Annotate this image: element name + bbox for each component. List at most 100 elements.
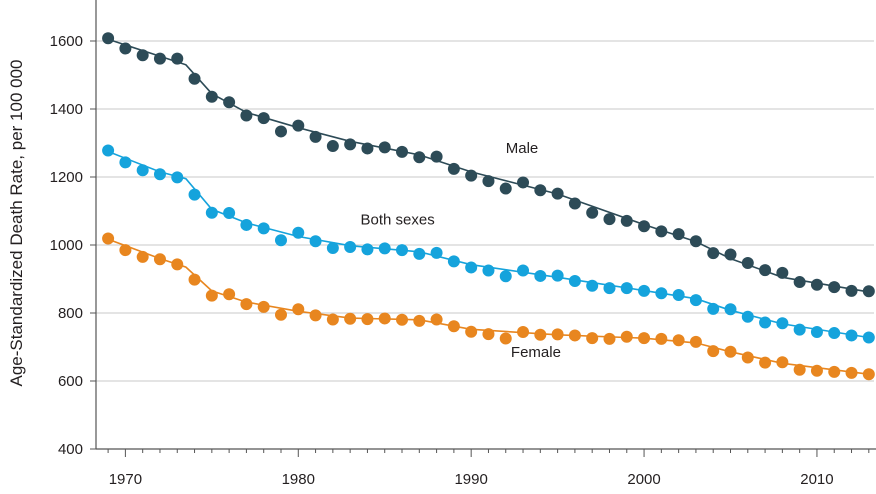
both-sexes-data-point bbox=[396, 244, 409, 257]
both-sexes-data-point bbox=[102, 144, 115, 157]
both-sexes-data-point bbox=[603, 282, 616, 295]
female-data-point bbox=[447, 320, 460, 333]
both-sexes-data-point bbox=[309, 235, 322, 248]
male-data-point bbox=[292, 119, 305, 132]
male-data-point bbox=[620, 214, 633, 227]
female-data-point bbox=[810, 364, 823, 377]
female-data-point bbox=[465, 325, 478, 338]
female-data-point bbox=[344, 312, 357, 325]
gridlines bbox=[96, 40, 874, 382]
trend-lines bbox=[107, 38, 869, 375]
female-data-point bbox=[188, 273, 201, 286]
both-sexes-data-point bbox=[119, 156, 132, 169]
both-sexes-data-point bbox=[672, 288, 685, 301]
female-data-point bbox=[603, 332, 616, 345]
female-data-point bbox=[586, 332, 599, 345]
both-sexes-data-point bbox=[257, 222, 270, 235]
female-data-point bbox=[568, 329, 581, 342]
male-data-point bbox=[153, 52, 166, 65]
both-sexes-data-point bbox=[620, 282, 633, 295]
axes bbox=[90, 0, 876, 457]
both-sexes-data-point bbox=[171, 171, 184, 184]
male-data-point bbox=[413, 151, 426, 164]
male-data-point bbox=[309, 130, 322, 143]
female-data-point bbox=[171, 258, 184, 271]
male-data-point bbox=[638, 220, 651, 233]
x-tick-label: 1980 bbox=[282, 471, 315, 488]
both-sexes-data-point bbox=[551, 269, 564, 282]
male-data-point bbox=[136, 49, 149, 62]
male-data-point bbox=[517, 176, 530, 189]
female-data-point bbox=[689, 335, 702, 348]
both-sexes-data-point bbox=[223, 207, 236, 220]
y-tick-label: 1000 bbox=[50, 237, 83, 254]
series-label-both-sexes: Both sexes bbox=[361, 212, 435, 229]
female-data-point bbox=[326, 313, 339, 326]
y-axis-label: Age-Standardized Death Rate, per 100 000 bbox=[7, 59, 26, 386]
male-data-point bbox=[188, 72, 201, 85]
male-data-point bbox=[845, 284, 858, 297]
both-sexes-data-point bbox=[793, 323, 806, 336]
female-data-point bbox=[309, 309, 322, 322]
both-sexes-data-point bbox=[240, 218, 253, 231]
female-data-point bbox=[828, 365, 841, 378]
male-data-point bbox=[672, 228, 685, 241]
male-data-point bbox=[447, 162, 460, 175]
male-data-point bbox=[568, 197, 581, 210]
female-data-point bbox=[119, 244, 132, 257]
male-data-point bbox=[534, 184, 547, 197]
female-data-point bbox=[413, 314, 426, 327]
series-label-female: Female bbox=[511, 344, 561, 361]
male-data-point bbox=[223, 96, 236, 109]
both-sexes-data-point bbox=[447, 255, 460, 268]
female-data-point bbox=[776, 356, 789, 369]
both-sexes-data-point bbox=[499, 270, 512, 283]
both-sexes-data-point bbox=[378, 242, 391, 255]
female-data-point bbox=[638, 332, 651, 345]
series-labels: Male Both sexes Female bbox=[361, 140, 561, 361]
both-sexes-data-point bbox=[292, 226, 305, 239]
female-data-point bbox=[534, 328, 547, 341]
female-data-point bbox=[153, 253, 166, 266]
female-data-point bbox=[655, 332, 668, 345]
x-tick-labels: 1970 1980 1990 2000 2010 bbox=[109, 471, 834, 488]
both-sexes-data-point bbox=[776, 317, 789, 330]
female-data-point bbox=[759, 356, 772, 369]
x-tick-label: 1970 bbox=[109, 471, 142, 488]
x-tick-label: 2010 bbox=[800, 471, 833, 488]
male-data-point bbox=[724, 248, 737, 261]
both-sexes-data-point bbox=[707, 302, 720, 315]
both-sexes-data-point bbox=[413, 247, 426, 260]
female-data-point bbox=[292, 303, 305, 316]
male-data-point bbox=[396, 145, 409, 158]
male-data-point bbox=[776, 266, 789, 279]
female-data-point bbox=[205, 289, 218, 302]
female-data-point bbox=[499, 332, 512, 345]
female-data-point bbox=[136, 250, 149, 263]
male-data-point bbox=[586, 206, 599, 219]
both-sexes-data-point bbox=[136, 164, 149, 177]
both-sexes-data-point bbox=[153, 168, 166, 181]
male-data-point bbox=[862, 285, 875, 298]
male-data-point bbox=[793, 276, 806, 289]
male-data-point bbox=[828, 281, 841, 294]
both-sexes-data-point bbox=[810, 326, 823, 339]
both-sexes-data-point bbox=[828, 327, 841, 340]
male-data-point bbox=[430, 150, 443, 163]
female-data-point bbox=[257, 300, 270, 313]
female-data-point bbox=[845, 366, 858, 379]
both-sexes-data-point bbox=[188, 188, 201, 201]
male-data-point bbox=[257, 112, 270, 125]
male-data-point bbox=[707, 247, 720, 260]
y-tick-label: 600 bbox=[58, 373, 83, 390]
female-data-point bbox=[862, 368, 875, 381]
both-sexes-data-point bbox=[862, 331, 875, 344]
male-data-point bbox=[655, 225, 668, 238]
y-tick-label: 1200 bbox=[50, 169, 83, 186]
y-tick-label: 1400 bbox=[50, 101, 83, 118]
both-sexes-data-point bbox=[638, 284, 651, 297]
both-sexes-data-point bbox=[465, 261, 478, 274]
male-data-point bbox=[810, 278, 823, 291]
female-data-point bbox=[378, 312, 391, 325]
male-data-point bbox=[171, 52, 184, 65]
